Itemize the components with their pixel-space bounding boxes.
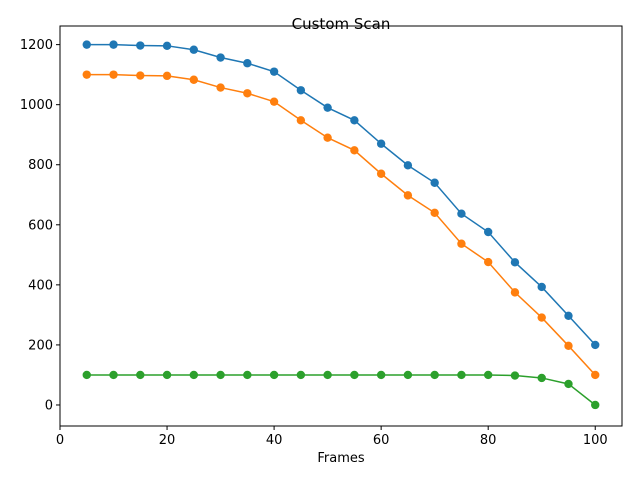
series-2-point bbox=[109, 70, 118, 79]
series-3-point bbox=[457, 370, 466, 380]
series-3-point bbox=[510, 371, 520, 380]
series-3-point bbox=[591, 400, 600, 410]
series-2-line bbox=[86, 73, 596, 376]
series-2-point bbox=[243, 89, 252, 98]
series-1-point bbox=[537, 282, 546, 292]
series-1-point bbox=[564, 311, 573, 320]
series-3-point bbox=[376, 370, 386, 380]
series-1-point bbox=[323, 103, 332, 112]
series-3-point bbox=[243, 370, 252, 380]
x-tick-label: 40 bbox=[266, 433, 283, 448]
series-2-point bbox=[483, 257, 493, 267]
series-3-point bbox=[296, 370, 306, 380]
series-2-point bbox=[269, 97, 279, 106]
plot-area bbox=[82, 40, 600, 410]
series-2-point bbox=[430, 208, 439, 217]
series-3-point bbox=[189, 370, 199, 380]
series-2-point bbox=[162, 71, 172, 81]
y-tick-label: 800 bbox=[28, 158, 53, 173]
series-3-point bbox=[162, 370, 172, 380]
x-tick-label: 100 bbox=[583, 433, 608, 448]
series-1-point bbox=[457, 209, 466, 218]
x-tick-label: 20 bbox=[159, 433, 176, 448]
series-3-point bbox=[403, 370, 413, 380]
series-1-point bbox=[216, 53, 225, 62]
series-3-point bbox=[136, 370, 145, 380]
series-2-point bbox=[376, 169, 386, 178]
series-2-point bbox=[564, 341, 573, 351]
series-1-point bbox=[296, 86, 306, 95]
series-2-point bbox=[216, 83, 225, 92]
x-tick-label: 60 bbox=[373, 433, 390, 448]
series-2-point bbox=[323, 133, 332, 142]
series-3-point bbox=[216, 370, 225, 380]
chart-title: Custom Scan bbox=[292, 15, 391, 33]
series-1-point bbox=[591, 340, 600, 350]
series-1-point bbox=[483, 227, 493, 237]
x-tick-label: 0 bbox=[56, 433, 64, 448]
y-tick-label: 0 bbox=[45, 398, 53, 413]
series-1-point bbox=[243, 59, 252, 68]
series-1-point bbox=[136, 41, 145, 50]
series-1-point bbox=[109, 40, 118, 49]
series-3-point bbox=[350, 370, 359, 380]
series-2-point bbox=[403, 191, 413, 200]
y-tick-label: 600 bbox=[28, 218, 53, 233]
y-tick-label: 1200 bbox=[20, 38, 53, 53]
series-3-point bbox=[82, 370, 91, 380]
series-2-point bbox=[296, 116, 306, 125]
series-3-point bbox=[564, 379, 573, 389]
series-1-point bbox=[430, 178, 439, 187]
series-3-point bbox=[483, 370, 493, 380]
series-3-line bbox=[86, 374, 596, 406]
series-2-point bbox=[537, 313, 546, 322]
series-2-point bbox=[350, 146, 359, 155]
series-2-point bbox=[82, 70, 91, 79]
series-2-point bbox=[457, 239, 466, 248]
series-1-point bbox=[350, 116, 359, 125]
series-3-point bbox=[109, 370, 118, 380]
series-1-point bbox=[269, 67, 279, 76]
series-1-line bbox=[86, 43, 596, 346]
y-tick-label: 400 bbox=[28, 278, 53, 293]
series-2-point bbox=[510, 288, 520, 297]
series-3-point bbox=[323, 370, 332, 380]
y-tick-label: 200 bbox=[28, 338, 53, 353]
plot-frame bbox=[59, 25, 623, 427]
series-3-point bbox=[537, 373, 546, 383]
series-3-point bbox=[430, 370, 439, 380]
series-2-point bbox=[189, 75, 199, 84]
series-2-point bbox=[591, 370, 600, 380]
series-1-point bbox=[189, 45, 199, 54]
series-1-point bbox=[162, 41, 172, 51]
series-1-point bbox=[510, 258, 520, 267]
y-tick-label: 1000 bbox=[20, 98, 53, 113]
series-2-point bbox=[136, 71, 145, 80]
series-1-point bbox=[376, 139, 386, 148]
series-1-point bbox=[82, 40, 91, 49]
x-tick-label: 80 bbox=[480, 433, 497, 448]
series-1-point bbox=[403, 161, 413, 170]
x-axis-label: Frames bbox=[317, 451, 365, 466]
series-3-point bbox=[269, 370, 279, 380]
